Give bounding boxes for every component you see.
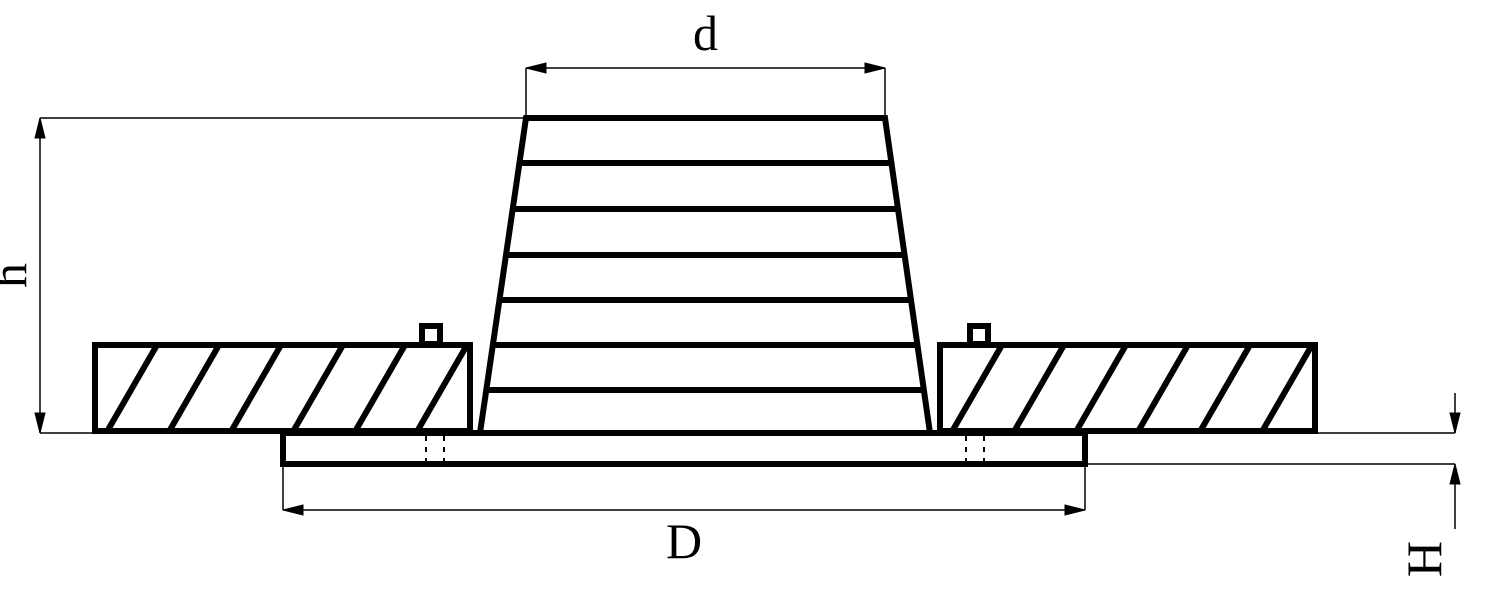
dim-H-label: H [1396, 541, 1452, 577]
dim-h-label: h [0, 263, 37, 288]
dim-d-label: d [693, 5, 718, 61]
dim-D-label: D [666, 513, 702, 569]
